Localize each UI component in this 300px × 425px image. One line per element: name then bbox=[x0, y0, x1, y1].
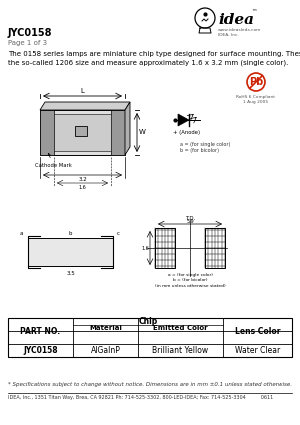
Text: AlGaInP: AlGaInP bbox=[91, 346, 120, 355]
Text: idea: idea bbox=[218, 13, 254, 27]
Text: c: c bbox=[116, 231, 119, 236]
Text: JYC0158: JYC0158 bbox=[8, 28, 52, 38]
Text: 1.6: 1.6 bbox=[79, 185, 86, 190]
Text: Chip: Chip bbox=[138, 317, 158, 326]
Text: T.D.: T.D. bbox=[185, 216, 195, 221]
Text: a = (for single color): a = (for single color) bbox=[180, 142, 230, 147]
Text: www.ideasleds.com: www.ideasleds.com bbox=[218, 28, 261, 32]
Text: (in mm unless otherwise stated): (in mm unless otherwise stated) bbox=[155, 284, 225, 288]
Polygon shape bbox=[40, 102, 130, 110]
Text: Brilliant Yellow: Brilliant Yellow bbox=[152, 346, 208, 355]
Bar bbox=[54, 114, 111, 151]
Text: W: W bbox=[139, 130, 146, 136]
Text: IDEA, Inc., 1351 Titan Way, Brea, CA 92821 Ph: 714-525-3302, 800-LED-IDEA; Fax: : IDEA, Inc., 1351 Titan Way, Brea, CA 928… bbox=[8, 395, 273, 400]
Text: the so-called 1206 size and measure approximately 1.6 x 3.2 mm (single color).: the so-called 1206 size and measure appr… bbox=[8, 59, 288, 65]
Bar bbox=[75, 126, 87, 136]
Text: ™: ™ bbox=[251, 10, 256, 15]
Text: 1 Aug 2005: 1 Aug 2005 bbox=[243, 100, 268, 104]
Text: + (Anode): + (Anode) bbox=[173, 130, 201, 135]
Bar bbox=[8, 318, 292, 357]
Bar bbox=[40, 110, 125, 155]
Text: Cathode Mark: Cathode Mark bbox=[35, 153, 72, 168]
Text: RoHS 6 Compliant: RoHS 6 Compliant bbox=[236, 95, 275, 99]
Bar bbox=[111, 110, 125, 155]
Text: PART NO.: PART NO. bbox=[20, 326, 61, 335]
Text: Pb: Pb bbox=[249, 77, 263, 87]
Bar bbox=[205, 228, 225, 268]
Text: 5.9: 5.9 bbox=[186, 219, 194, 224]
Text: Water Clear: Water Clear bbox=[235, 346, 280, 355]
Text: Material: Material bbox=[89, 325, 122, 331]
Text: * Specifications subject to change without notice. Dimensions are in mm ±0.1 unl: * Specifications subject to change witho… bbox=[8, 382, 292, 387]
Text: a = (for single color): a = (for single color) bbox=[168, 273, 212, 277]
Text: 3.5: 3.5 bbox=[66, 271, 75, 276]
Text: b = (for bicolor): b = (for bicolor) bbox=[173, 278, 207, 282]
Text: The 0158 series lamps are miniature chip type designed for surface mounting. The: The 0158 series lamps are miniature chip… bbox=[8, 51, 300, 57]
Text: Emitted Color: Emitted Color bbox=[153, 325, 208, 331]
Bar bbox=[40, 110, 54, 155]
Text: 3.2: 3.2 bbox=[78, 177, 87, 182]
Text: b = (for bicolor): b = (for bicolor) bbox=[180, 148, 219, 153]
Bar bbox=[28, 238, 113, 266]
Text: Page 1 of 3: Page 1 of 3 bbox=[8, 40, 47, 46]
Text: JYC0158: JYC0158 bbox=[23, 346, 58, 355]
Text: 1.6: 1.6 bbox=[141, 246, 149, 250]
Text: b: b bbox=[69, 231, 72, 236]
Text: L: L bbox=[81, 88, 84, 94]
Bar bbox=[155, 228, 175, 268]
Text: a: a bbox=[19, 231, 23, 236]
Polygon shape bbox=[125, 102, 130, 155]
Text: Lens Color: Lens Color bbox=[235, 326, 280, 335]
Text: IDEA, Inc.: IDEA, Inc. bbox=[218, 33, 239, 37]
Polygon shape bbox=[178, 114, 189, 126]
